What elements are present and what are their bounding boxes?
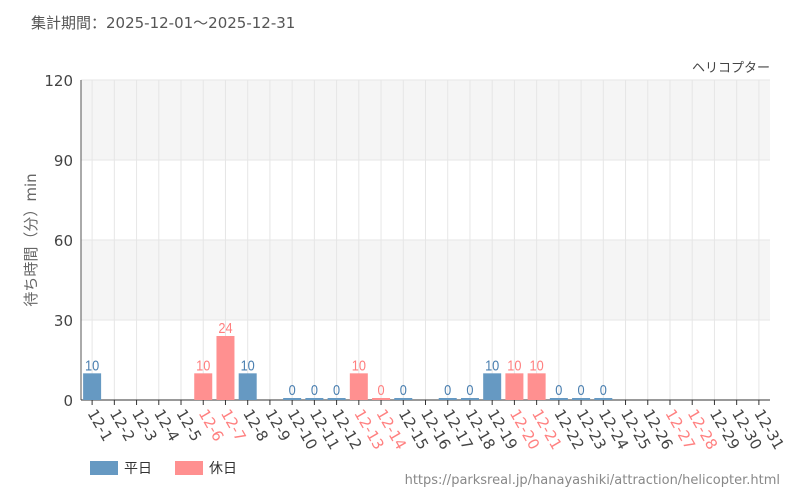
bar-12-12 (327, 398, 346, 400)
y-tick-label: 0 (63, 392, 73, 410)
legend-weekday-label: 平日 (124, 461, 152, 477)
data-label: 0 (466, 381, 473, 398)
bar-12-18 (460, 398, 479, 400)
data-label: 10 (507, 356, 521, 373)
y-tick-label: 30 (54, 312, 73, 330)
bar-12-6 (194, 373, 213, 400)
data-label: 10 (85, 356, 99, 373)
bar-12-17 (438, 398, 457, 400)
bar-12-20 (505, 373, 524, 400)
bar-12-19 (483, 373, 502, 400)
legend-weekday: 平日 (90, 458, 152, 478)
data-label: 10 (530, 356, 544, 373)
bar-12-22 (549, 398, 568, 400)
y-tick-label: 60 (54, 232, 73, 250)
data-label: 0 (289, 381, 296, 398)
data-label: 10 (352, 356, 366, 373)
data-label: 0 (378, 381, 385, 398)
bar-12-21 (527, 373, 546, 400)
legend-holiday-swatch (175, 461, 203, 475)
bar-12-10 (283, 398, 302, 400)
bar-12-15 (394, 398, 413, 400)
y-tick-label: 90 (54, 152, 73, 170)
bar-12-1 (83, 373, 102, 400)
bar-12-8 (238, 373, 257, 400)
bar-12-14 (372, 398, 391, 400)
data-label: 0 (311, 381, 318, 398)
bar-12-23 (572, 398, 591, 400)
data-label: 0 (600, 381, 607, 398)
data-label: 0 (555, 381, 562, 398)
legend-weekday-swatch (90, 461, 118, 475)
y-tick-label: 120 (44, 72, 73, 90)
data-label: 0 (578, 381, 585, 398)
legend-holiday-label: 休日 (209, 461, 237, 477)
legend-holiday: 休日 (175, 458, 237, 478)
data-label: 24 (218, 319, 232, 336)
data-label: 0 (400, 381, 407, 398)
data-label: 0 (333, 381, 340, 398)
source-url: https://parksreal.jp/hanayashiki/attract… (404, 473, 780, 488)
period-label: 集計期間：2025-12-01〜2025-12-31 (31, 14, 296, 32)
chart-title: ヘリコプター (692, 61, 770, 76)
data-label: 10 (485, 356, 499, 373)
bar-12-24 (594, 398, 613, 400)
data-label: 0 (444, 381, 451, 398)
bar-12-13 (349, 373, 368, 400)
y-axis-label: 待ち時間（分）min (22, 173, 40, 306)
bar-12-7 (216, 336, 235, 400)
data-label: 10 (241, 356, 255, 373)
bar-12-11 (305, 398, 324, 400)
data-label: 10 (196, 356, 210, 373)
